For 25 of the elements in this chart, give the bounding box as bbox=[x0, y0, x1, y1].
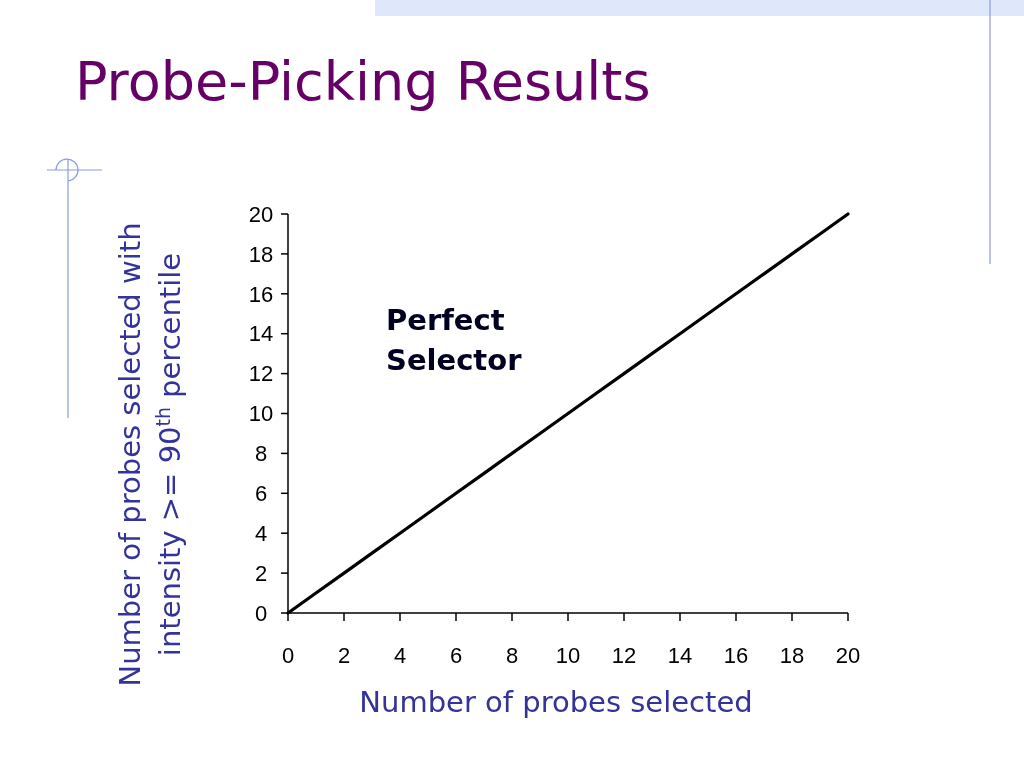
y-tick-label: 12 bbox=[248, 361, 274, 387]
y-tick-label: 8 bbox=[254, 441, 268, 467]
x-tick-label: 0 bbox=[281, 643, 295, 668]
x-tick-label: 12 bbox=[611, 643, 637, 668]
y-tick-label: 0 bbox=[254, 600, 268, 626]
y-tick-label: 6 bbox=[254, 481, 268, 506]
x-tick-label: 8 bbox=[505, 643, 519, 668]
x-tick-label: 16 bbox=[723, 643, 749, 668]
y-tick-label: 2 bbox=[254, 560, 268, 586]
x-tick-label: 4 bbox=[393, 643, 407, 668]
x-tick-label: 14 bbox=[667, 643, 693, 668]
x-tick-label: 6 bbox=[449, 643, 463, 668]
x-tick-label: 20 bbox=[835, 643, 861, 668]
x-tick-label: 10 bbox=[555, 643, 581, 668]
x-tick-label: 2 bbox=[337, 643, 351, 668]
chart-title: Probe-Picking Results bbox=[75, 50, 651, 113]
x-tick-label: 18 bbox=[779, 643, 805, 668]
y-tick-label: 10 bbox=[248, 401, 274, 427]
series-label: Perfect Selector bbox=[386, 302, 523, 377]
x-axis-title: Number of probes selected bbox=[359, 685, 753, 719]
y-tick-label: 20 bbox=[248, 201, 274, 227]
y-tick-label: 4 bbox=[254, 520, 268, 546]
y-tick-label: 16 bbox=[248, 281, 274, 307]
y-tick-label: 18 bbox=[248, 241, 274, 267]
y-tick-label: 14 bbox=[248, 321, 274, 347]
